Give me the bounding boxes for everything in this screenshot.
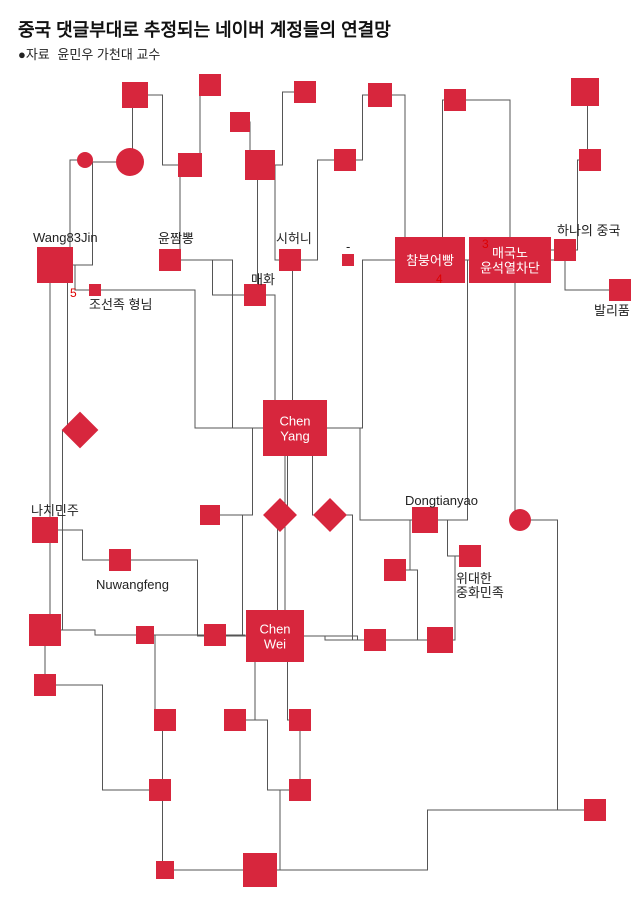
node-wang	[37, 247, 73, 283]
node-bigb	[243, 853, 277, 887]
label-dong: Dongtianyao	[405, 494, 478, 508]
edge	[330, 515, 375, 640]
label-wid: 위대한 중화민족	[456, 572, 504, 601]
node-l1	[34, 674, 56, 696]
edge	[260, 810, 595, 870]
data-source: ●자료 윤민우 가천대 교수	[18, 44, 160, 63]
label-nachi: 나치민주	[31, 504, 79, 518]
node-t1	[122, 82, 148, 108]
node-r1	[178, 153, 202, 177]
node-text: Chen	[259, 622, 290, 637]
node-m1	[136, 626, 154, 644]
node-t2	[199, 74, 221, 96]
annotation-number: 4	[436, 272, 443, 286]
edge	[145, 635, 165, 720]
node-row2a	[154, 709, 176, 731]
source-text: 윤민우 가천대 교수	[57, 47, 160, 62]
node-jos	[89, 284, 101, 296]
node-t3	[294, 81, 316, 103]
node-circ3	[509, 509, 531, 531]
node-t4	[368, 83, 392, 107]
node-mm1	[200, 505, 220, 525]
node-row2b	[224, 709, 246, 731]
node-text: Chen	[279, 414, 310, 429]
node-row2c	[289, 709, 311, 731]
edge	[510, 260, 520, 520]
node-dash	[342, 254, 354, 266]
node-lbig	[29, 614, 61, 646]
node-bali	[609, 279, 631, 301]
label-mae: 매화	[251, 273, 275, 287]
node-mm2	[384, 559, 406, 581]
label-hana: 하나의 중국	[557, 224, 620, 238]
node-mid1	[279, 249, 301, 271]
page-title: 중국 댓글부대로 추정되는 네이버 계정들의 연결망	[18, 16, 391, 42]
label-wang: Wang83Jin	[33, 231, 98, 245]
node-t6	[571, 78, 599, 106]
annotation-number: 3	[482, 237, 489, 251]
node-yun	[159, 249, 181, 271]
network-diagram: 참붕어빵매국노윤석열차단ChenYangChenWei	[0, 0, 640, 905]
label-bali: 발리품	[594, 304, 630, 318]
node-c2	[116, 148, 144, 176]
node-r3	[334, 149, 356, 171]
node-m3	[364, 629, 386, 651]
node-rsq	[584, 799, 606, 821]
node-text: Yang	[280, 429, 309, 444]
label-yun: 윤짬뽕	[158, 232, 194, 246]
edge	[45, 265, 55, 630]
node-hana	[554, 239, 576, 261]
annotation-number: 5	[70, 286, 77, 300]
node-text: 참붕어빵	[406, 253, 454, 268]
node-dmd3	[313, 498, 347, 532]
node-m2	[204, 624, 226, 646]
node-t5	[444, 89, 466, 111]
node-mae	[244, 284, 266, 306]
label-nuw: Nuwangfeng	[96, 578, 169, 592]
node-m4	[427, 627, 453, 653]
node-row3b	[289, 779, 311, 801]
node-c1	[77, 152, 93, 168]
node-row3a	[149, 779, 171, 801]
node-wid	[459, 545, 481, 567]
label-mid1: 시허니	[276, 232, 312, 246]
node-dong	[412, 507, 438, 533]
edge	[380, 95, 430, 260]
edge	[45, 685, 160, 790]
node-dmd2	[263, 498, 297, 532]
node-text: 매국노	[492, 246, 528, 261]
edge	[520, 520, 595, 810]
edge	[160, 790, 165, 870]
edge	[425, 260, 510, 520]
node-r2	[245, 150, 275, 180]
node-text: Wei	[264, 637, 286, 652]
node-sb1	[156, 861, 174, 879]
source-bullet: ●자료	[18, 47, 50, 62]
label-jos: 조선족 형님	[89, 298, 152, 312]
node-t7	[579, 149, 601, 171]
node-nachi	[32, 517, 58, 543]
node-t2b	[230, 112, 250, 132]
edge	[430, 100, 455, 260]
edge	[455, 100, 565, 250]
node-nuw	[109, 549, 131, 571]
label-dash: -	[346, 240, 350, 254]
node-text: 윤석열차단	[480, 261, 540, 276]
